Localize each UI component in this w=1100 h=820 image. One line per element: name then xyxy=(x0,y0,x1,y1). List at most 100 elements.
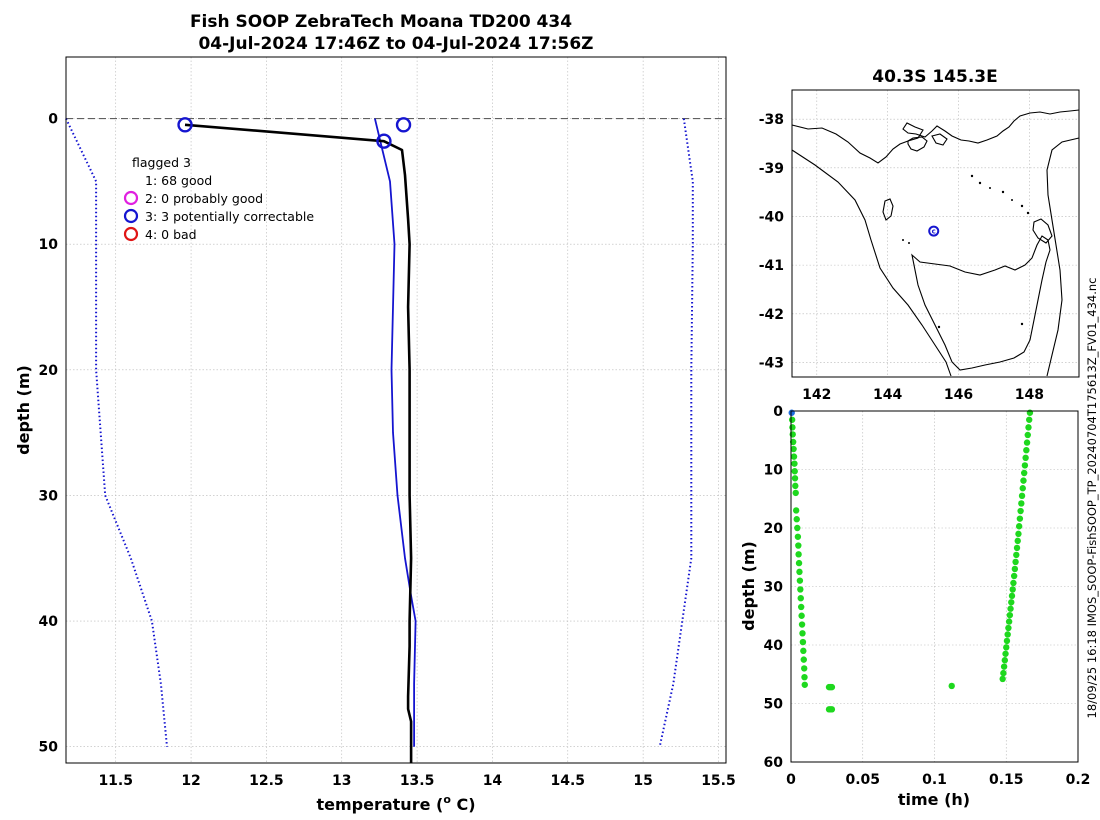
time-depth-y-tick: 0 xyxy=(773,404,783,420)
map-y-tick: -41 xyxy=(759,258,784,274)
time-depth-point xyxy=(796,568,803,576)
time-depth-point xyxy=(792,482,799,490)
time-depth-point xyxy=(1004,631,1011,638)
map-y-tick: -39 xyxy=(759,161,784,177)
time-depth-point xyxy=(1000,669,1007,677)
profile-x-tick: 11.5 xyxy=(98,773,133,789)
time-depth-point xyxy=(948,682,955,690)
time-depth-point xyxy=(790,453,798,460)
time-depth-point xyxy=(1006,611,1014,619)
map-x-tick: 144 xyxy=(873,387,902,403)
bathymetry-contour xyxy=(791,149,952,377)
time-depth-point xyxy=(797,586,804,593)
time-depth-point xyxy=(1024,431,1031,439)
map-grid xyxy=(792,90,1079,377)
time-depth-y-tick: 10 xyxy=(764,463,784,479)
time-depth-point xyxy=(1025,424,1032,431)
profile-x-axis-label: temperature (o C) xyxy=(316,793,475,814)
time-depth-point xyxy=(794,533,802,540)
profile-x-tick: 15 xyxy=(633,773,652,789)
time-depth-point xyxy=(791,475,799,482)
time-depth-point xyxy=(1014,537,1021,545)
time-depth-point xyxy=(798,621,806,628)
time-depth-point xyxy=(1019,485,1026,492)
time-depth-point xyxy=(1023,446,1030,454)
legend-marker-potentially-correctable xyxy=(123,208,139,224)
profile-series xyxy=(65,117,694,763)
time-depth-point xyxy=(1009,586,1016,593)
time-depth-x-tick: 0 xyxy=(786,772,796,788)
legend-entry-potentially-correctable: 3: 3 potentially correctable xyxy=(145,209,314,224)
map-small-islands xyxy=(902,174,1030,329)
time-depth-point xyxy=(1010,579,1017,587)
time-depth-point xyxy=(1022,454,1029,461)
time-depth-point xyxy=(1012,558,1019,566)
time-depth-point xyxy=(801,681,808,688)
time-depth-point xyxy=(1020,477,1027,484)
time-depth-chart: 0 0.05 0.1 0.15 0.2 0 10 20 30 40 50 60 time (h) d… xyxy=(739,404,1090,809)
time-depth-point xyxy=(1018,500,1025,507)
map-coastlines xyxy=(791,109,1080,377)
profile-y-tick: 0 xyxy=(48,112,58,128)
time-depth-point xyxy=(1015,530,1022,538)
time-depth-point xyxy=(801,673,808,681)
profile-title-line2: 04-Jul-2024 17:46Z to 04-Jul-2024 17:56Z xyxy=(198,34,593,54)
time-depth-point xyxy=(798,612,805,619)
time-depth-point xyxy=(793,516,800,523)
time-depth-point xyxy=(1005,618,1013,625)
time-depth-point xyxy=(1001,657,1009,664)
time-depth-y-tick: 20 xyxy=(764,521,784,537)
time-depth-x-axis-label: time (h) xyxy=(898,790,970,809)
time-depth-point xyxy=(1015,523,1023,530)
legend-marker-bad xyxy=(123,226,139,242)
map-y-tick: -43 xyxy=(759,355,784,371)
time-depth-point xyxy=(1011,565,1019,573)
time-depth-point xyxy=(1013,551,1020,559)
profile-grid xyxy=(66,57,726,763)
profile-title-line1: Fish SOOP ZebraTech Moana TD200 434 xyxy=(190,12,572,32)
legend-marker-probably-good xyxy=(123,190,139,206)
time-depth-point xyxy=(1013,544,1021,552)
time-depth-point xyxy=(801,665,808,672)
time-depth-point xyxy=(1005,624,1012,632)
time-depth-x-tick-labels: 0 0.05 0.1 0.15 0.2 xyxy=(786,772,1090,788)
time-depth-point xyxy=(797,603,805,611)
flinders-island xyxy=(1032,218,1053,244)
coastline-victoria xyxy=(791,109,1080,164)
time-depth-point xyxy=(1021,462,1029,469)
file-note: 18/09/25 16:18 IMOS_SOOP-FishSOOP_TP_202… xyxy=(1085,278,1099,719)
legend-entry-bad: 4: 0 bad xyxy=(145,227,197,242)
profile-x-tick-labels: 11.5 12 12.5 13 13.5 14 14.5 15 15.5 xyxy=(98,773,735,789)
time-depth-point xyxy=(795,559,803,567)
profile-location-marker xyxy=(928,225,940,237)
time-depth-y-tick: 40 xyxy=(764,638,784,654)
series-climatology-lower xyxy=(65,118,168,747)
profile-axes-frame xyxy=(65,56,727,764)
bathymetry-contour-east xyxy=(1046,137,1080,377)
time-depth-point xyxy=(791,468,798,475)
time-depth-x-tick: 0.05 xyxy=(845,772,880,788)
map-y-tick: -40 xyxy=(759,209,785,225)
westernport-bay xyxy=(931,133,948,146)
time-depth-point xyxy=(1007,605,1014,612)
time-depth-point xyxy=(796,577,804,584)
time-depth-x-tick: 0.1 xyxy=(922,772,947,788)
profile-x-tick: 15.5 xyxy=(701,773,736,789)
time-depth-point xyxy=(789,438,797,446)
time-depth-point xyxy=(792,489,799,497)
time-depth-y-tick: 50 xyxy=(764,697,784,713)
time-depth-point xyxy=(790,445,797,453)
profile-x-tick: 13.5 xyxy=(400,773,435,789)
time-depth-point xyxy=(795,551,802,558)
profile-x-tick: 12.5 xyxy=(249,773,284,789)
time-depth-y-axis-label: depth (m) xyxy=(739,541,758,631)
time-depth-point xyxy=(799,630,806,637)
coastline-tasmania xyxy=(911,235,1051,371)
time-depth-point xyxy=(788,416,796,423)
map-y-tick: -38 xyxy=(759,112,784,128)
series-profile xyxy=(184,123,413,763)
time-depth-point xyxy=(795,542,802,549)
flagged-point-marker xyxy=(177,117,193,133)
time-depth-point xyxy=(1003,644,1010,651)
map-title: 40.3S 145.3E xyxy=(872,67,998,87)
